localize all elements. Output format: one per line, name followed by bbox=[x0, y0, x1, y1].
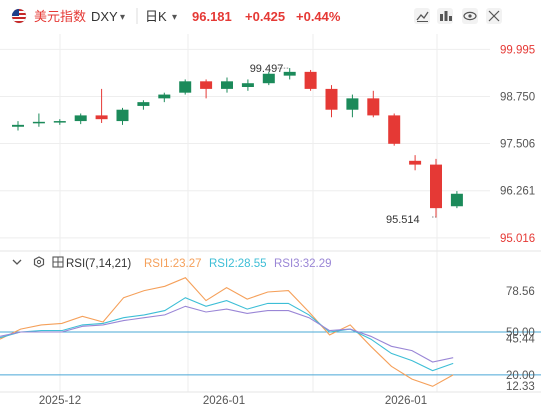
high-annotation: 99.497 bbox=[250, 63, 284, 75]
price-change: +0.425 bbox=[245, 9, 285, 24]
candle[interactable] bbox=[450, 191, 463, 209]
candle[interactable] bbox=[262, 71, 275, 86]
candle-body bbox=[430, 164, 442, 209]
candle-body bbox=[367, 98, 380, 116]
candlestick-series[interactable] bbox=[12, 68, 463, 218]
price-change-pct: +0.44% bbox=[296, 9, 341, 24]
candle[interactable] bbox=[200, 79, 213, 99]
rsi2-legend: RSI2:28.55 bbox=[209, 258, 267, 270]
price-grid bbox=[0, 34, 541, 392]
price-annotations: 99.497 95.514 bbox=[250, 63, 436, 226]
price-axis: 99.995 98.750 97.506 96.261 95.016 bbox=[500, 44, 535, 244]
candle-body bbox=[409, 160, 422, 165]
candle-body bbox=[283, 71, 296, 76]
current-price: 96.181 bbox=[192, 9, 232, 24]
candle[interactable] bbox=[221, 77, 233, 93]
candle-body bbox=[388, 115, 401, 144]
rsi-label: RSI(7,14,21) bbox=[66, 258, 131, 270]
x-tick-label: 2026-01 bbox=[203, 395, 245, 407]
candle-body bbox=[74, 115, 87, 122]
candle-body bbox=[179, 81, 192, 93]
eye-icon[interactable] bbox=[462, 8, 478, 24]
candle-body bbox=[325, 88, 338, 110]
rsi-header: RSI(7,14,21) RSI1:23.27 RSI2:28.55 RSI3:… bbox=[12, 256, 332, 270]
x-axis: 2025-12 2026-01 2026-01 bbox=[0, 391, 541, 407]
candle[interactable] bbox=[283, 68, 296, 80]
rsi-tick-label: 78.56 bbox=[506, 286, 535, 298]
period-dropdown[interactable]: 日K ▾ bbox=[145, 9, 177, 24]
us-flag-icon bbox=[11, 8, 27, 24]
price-tick-label: 98.750 bbox=[500, 91, 535, 103]
chevron-down-icon: ▾ bbox=[120, 12, 125, 23]
candle[interactable] bbox=[346, 94, 359, 118]
candle[interactable] bbox=[367, 90, 380, 118]
candle[interactable] bbox=[241, 79, 254, 91]
candle[interactable] bbox=[137, 100, 150, 110]
candle[interactable] bbox=[74, 113, 87, 125]
candle[interactable] bbox=[12, 121, 24, 131]
rsi2-line bbox=[0, 297, 454, 372]
indicator-icon[interactable] bbox=[52, 256, 64, 268]
candle[interactable] bbox=[304, 69, 317, 91]
candle-body bbox=[137, 102, 150, 106]
rsi1-legend: RSI1:23.27 bbox=[144, 258, 202, 270]
candle-body bbox=[241, 83, 254, 87]
chevron-down-icon: ▾ bbox=[172, 12, 177, 23]
symbol-label: DXY bbox=[91, 9, 118, 24]
low-annotation: 95.514 bbox=[386, 214, 420, 226]
period-label: 日K bbox=[145, 9, 167, 24]
rsi-tick-label: 45.44 bbox=[506, 334, 535, 346]
candle[interactable] bbox=[95, 88, 108, 123]
candle-body bbox=[262, 73, 275, 84]
rsi-series bbox=[0, 277, 454, 387]
candle[interactable] bbox=[53, 119, 66, 125]
candle-body bbox=[221, 81, 233, 89]
price-tick-label: 96.261 bbox=[500, 186, 535, 198]
candle-body bbox=[158, 94, 171, 99]
candle[interactable] bbox=[158, 92, 171, 103]
rsi3-line bbox=[0, 305, 454, 363]
rsi1-line bbox=[0, 277, 454, 387]
header-bar: 美元指数 DXY ▾ 日K ▾ 96.181 +0.425 +0.44% bbox=[11, 8, 502, 24]
settings-icon[interactable] bbox=[33, 256, 45, 268]
rsi-tick-label: 50.00 bbox=[506, 327, 535, 339]
candle-body bbox=[53, 121, 66, 123]
candle[interactable] bbox=[116, 107, 129, 125]
line-chart-icon[interactable] bbox=[414, 8, 430, 24]
candle[interactable] bbox=[430, 158, 442, 218]
price-tick-label: 95.016 bbox=[500, 233, 535, 245]
price-tick-label: 99.995 bbox=[500, 44, 535, 56]
candle[interactable] bbox=[388, 113, 401, 146]
x-tick-label: 2026-01 bbox=[385, 395, 427, 407]
expand-icon[interactable] bbox=[486, 8, 502, 24]
candle-body bbox=[346, 98, 359, 110]
collapse-icon[interactable] bbox=[12, 259, 22, 265]
candle[interactable] bbox=[409, 155, 422, 171]
candle[interactable] bbox=[325, 85, 338, 118]
candle-body bbox=[32, 121, 45, 124]
rsi-tick-label: 12.33 bbox=[506, 381, 535, 393]
candle-body bbox=[116, 109, 129, 122]
candle[interactable] bbox=[32, 113, 45, 127]
x-tick-label: 2025-12 bbox=[39, 395, 81, 407]
bar-chart-icon[interactable] bbox=[437, 8, 453, 24]
rsi-grid bbox=[0, 331, 541, 376]
candle-body bbox=[12, 124, 24, 127]
price-tick-label: 97.506 bbox=[500, 139, 535, 151]
candle-body bbox=[450, 193, 463, 207]
rsi3-legend: RSI3:32.29 bbox=[274, 258, 332, 270]
candle[interactable] bbox=[179, 79, 192, 95]
candle-body bbox=[95, 115, 108, 120]
candle-body bbox=[304, 71, 317, 89]
candle-body bbox=[200, 81, 213, 89]
symbol-dropdown[interactable]: DXY ▾ bbox=[91, 9, 125, 24]
rsi-tick-label: 20.00 bbox=[506, 370, 535, 382]
instrument-name: 美元指数 bbox=[34, 9, 86, 24]
